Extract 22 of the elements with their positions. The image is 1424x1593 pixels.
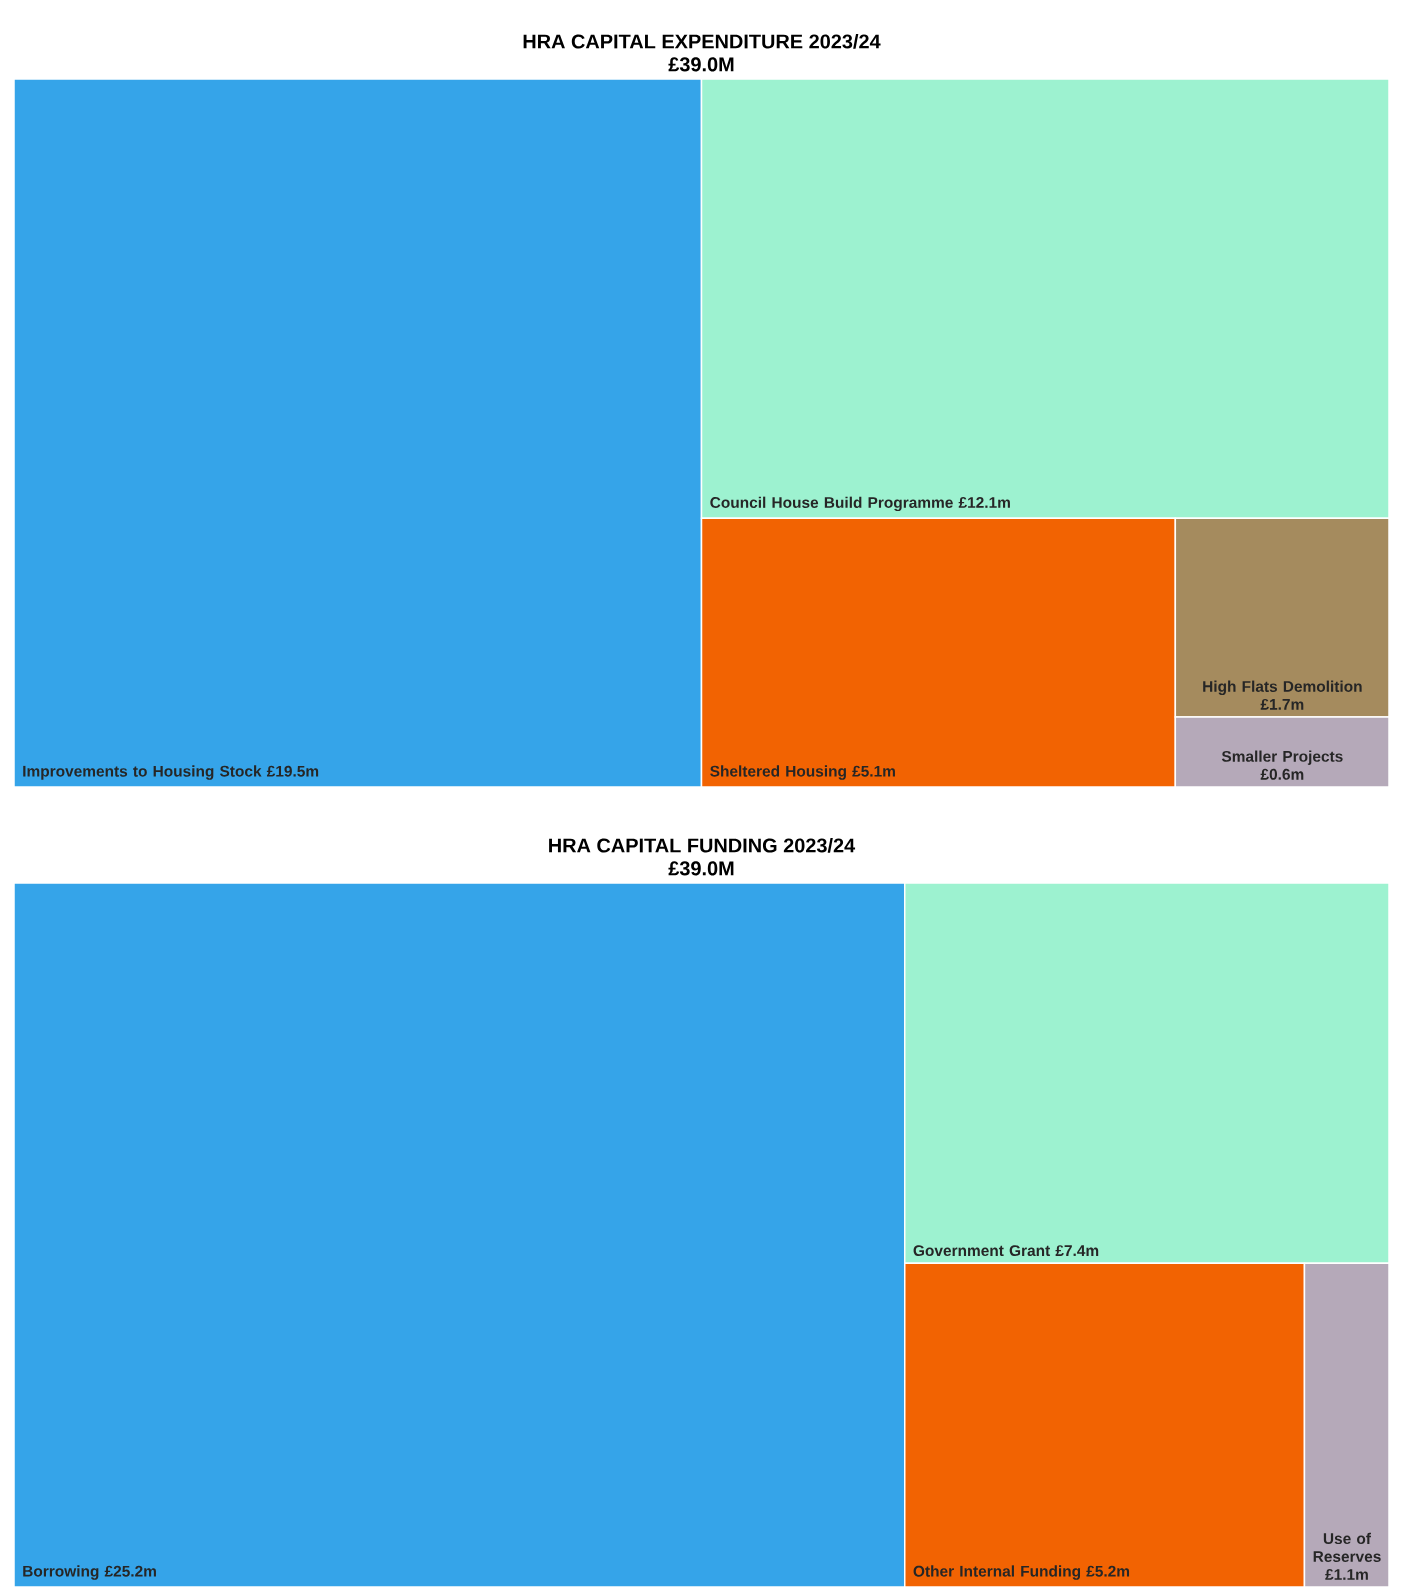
- data-label: £1.1m: [1325, 1569, 1368, 1580]
- category-label: High Flats Demolition: [1203, 680, 1362, 696]
- text: HRA CAPITAL FUNDING 2023/24: [549, 837, 856, 853]
- data-label: £7.4m: [1055, 1245, 1099, 1256]
- data-label: £5.2m: [1086, 1565, 1130, 1577]
- data-label: £25.2m: [104, 1565, 156, 1577]
- category-label: Borrowing: [23, 1565, 99, 1580]
- category-label: Improvements to Housing Stock: [23, 765, 262, 780]
- category-label: Government Grant: [913, 1245, 1051, 1257]
- data-label: £1.7m: [1260, 698, 1304, 710]
- text: HRA CAPITAL EXPENDITURE 2023/24: [523, 33, 881, 49]
- data-label: £5.1m: [852, 765, 895, 777]
- category-label: Smaller Projects: [1221, 750, 1343, 765]
- text: £39.0M: [668, 57, 734, 72]
- category-label: Sheltered Housing: [710, 765, 846, 780]
- data-label: £19.5m: [266, 765, 319, 777]
- data-label: £0.6m: [1260, 768, 1304, 780]
- data-label: £12.1m: [958, 497, 1010, 508]
- category-label: Council House Build Programme: [710, 496, 953, 512]
- category-label: Other Internal Funding: [913, 1565, 1081, 1580]
- category-label: Use of Reserves: [1313, 1532, 1381, 1563]
- text: £39.0M: [668, 861, 734, 876]
